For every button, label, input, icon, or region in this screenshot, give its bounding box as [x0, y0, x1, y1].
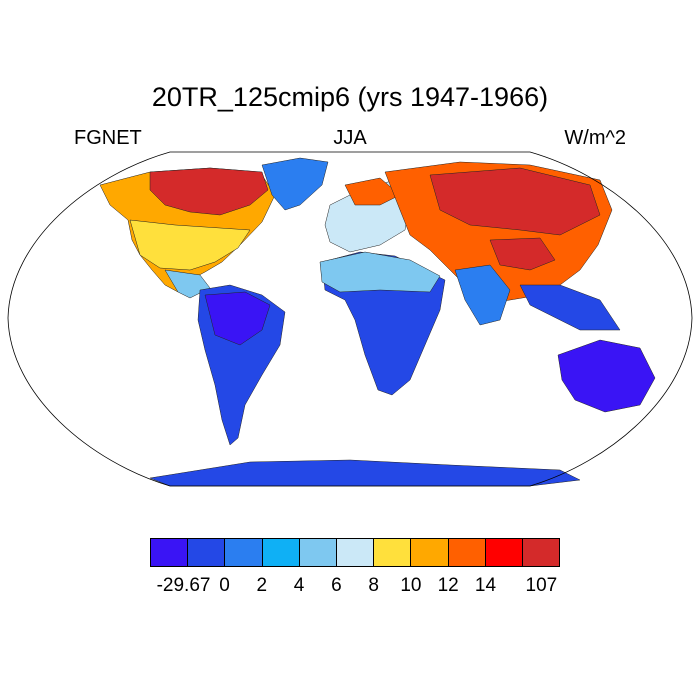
- colorbar-tick-label: -29.67: [156, 575, 211, 596]
- greenland: [261, 157, 329, 211]
- colorbar-box: [374, 539, 412, 566]
- colorbar-box: [225, 539, 263, 566]
- map-outline: [7, 151, 693, 487]
- north-africa: [319, 251, 441, 293]
- colorbar-box: [262, 539, 300, 566]
- scandinavia: [344, 177, 401, 206]
- amazon: [204, 291, 271, 346]
- colorbar-box: [336, 539, 375, 566]
- antarctica: [149, 459, 581, 487]
- colorbar-tick-label: 107: [525, 575, 558, 596]
- colorbar-tick-label: 10: [400, 575, 422, 596]
- colorbar-box: [522, 539, 560, 566]
- colorbar-tick-label: 12: [437, 575, 459, 596]
- colorbar-tick-label: 4: [293, 575, 305, 596]
- colorbar-box: [151, 539, 189, 566]
- india: [454, 264, 511, 326]
- colorbar-tick-label: 8: [368, 575, 379, 596]
- mongolia: [489, 237, 556, 271]
- colorbar-box: [188, 539, 226, 566]
- colorbar-box: [448, 539, 486, 566]
- canada: [149, 167, 269, 216]
- se-asia: [519, 284, 621, 331]
- usa: [129, 219, 251, 271]
- colorbar-tick-label: 2: [256, 575, 268, 596]
- colorbar-box: [411, 539, 449, 566]
- australia: [557, 339, 656, 413]
- left-label: FGNET: [74, 127, 142, 149]
- colorbar-box: [485, 539, 523, 566]
- siberia: [429, 167, 601, 236]
- map-title: 20TR_125cmip6 (yrs 1947-1966): [151, 82, 549, 112]
- season-label: JJA: [333, 127, 367, 149]
- units-label: W/m^2: [564, 127, 626, 149]
- colorbar: [150, 538, 560, 567]
- colorbar-tick-label: 14: [474, 575, 497, 596]
- colorbar-tick-label: 6: [331, 575, 342, 596]
- colorbar-tick-label: 0: [219, 575, 230, 596]
- colorbar-box: [299, 539, 337, 566]
